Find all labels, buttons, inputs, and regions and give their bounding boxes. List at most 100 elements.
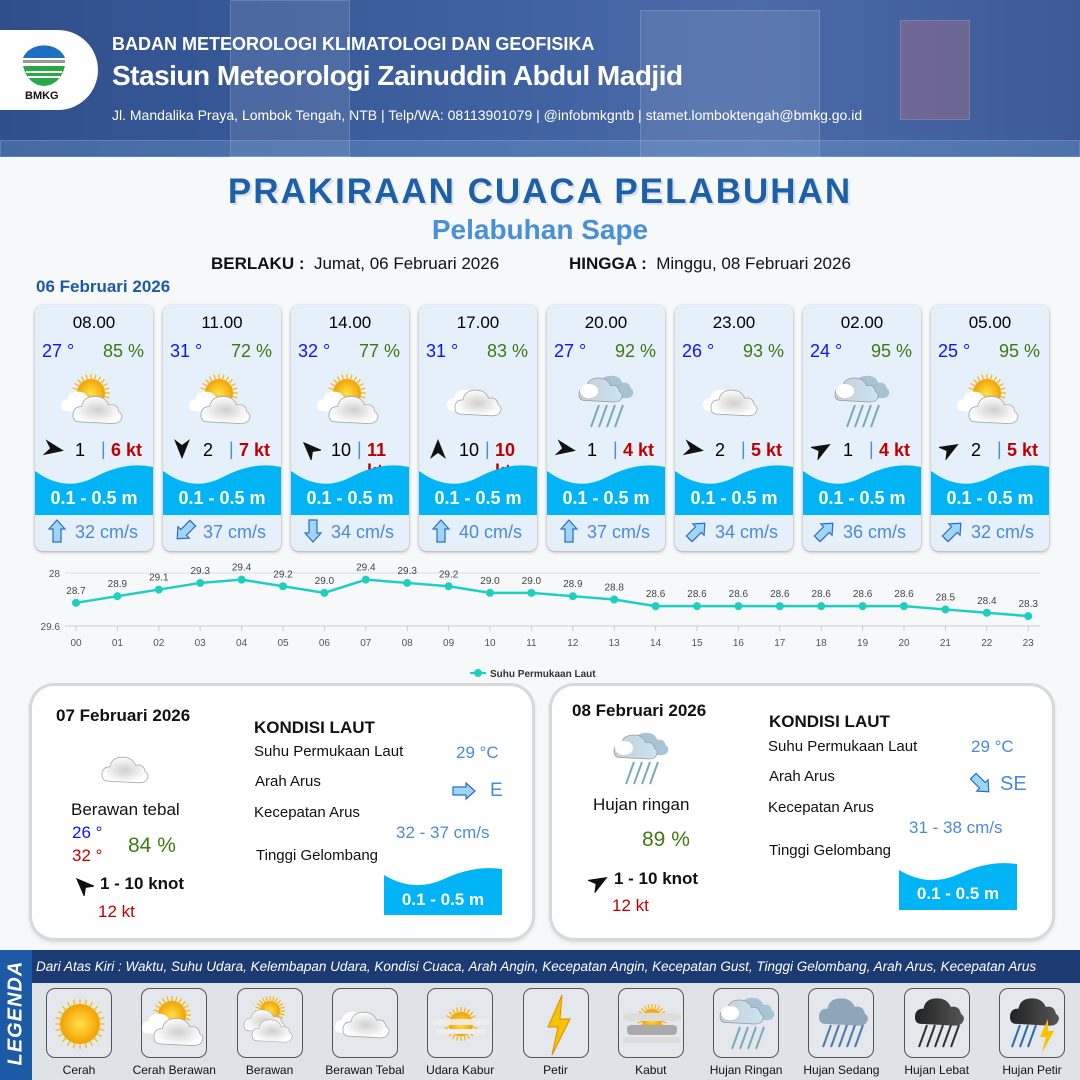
day2-wave-icon bbox=[384, 868, 502, 915]
day2-wave: 0.1 - 0.5 m bbox=[401, 890, 485, 909]
forecast-card-23.00: 23.00 26 ° 93 % 2 | 5 kt 0.1 - 0.5 m 34 … bbox=[675, 305, 793, 551]
wave-height: 0.1 - 0.5 m bbox=[434, 488, 522, 508]
current-direction-icon bbox=[301, 519, 325, 543]
x-tick-label: 09 bbox=[443, 638, 455, 649]
legend-label: Cerah bbox=[62, 1063, 96, 1077]
air-temperature: 31 ° bbox=[426, 341, 459, 361]
day3-current-direction-icon bbox=[969, 772, 995, 798]
page-title: PRAKIRAAN CUACA PELABUHAN bbox=[227, 172, 853, 211]
forecast-time: 02.00 bbox=[840, 313, 884, 332]
wave-height: 0.1 - 0.5 m bbox=[818, 488, 906, 508]
x-tick-label: 13 bbox=[609, 638, 621, 649]
data-point bbox=[527, 588, 536, 597]
legend-cerah-berawan-icon bbox=[141, 988, 208, 1058]
wind-info: 1 | 4 kt bbox=[809, 438, 917, 462]
gust-speed: 5 kt bbox=[751, 440, 783, 460]
x-tick-label: 06 bbox=[319, 638, 331, 649]
legend-hujan-sedang-icon bbox=[808, 988, 875, 1058]
wind-info: 10 | 10 kt bbox=[425, 438, 533, 481]
forecast-time: 05.00 bbox=[968, 313, 1012, 332]
x-tick-label: 12 bbox=[567, 638, 579, 649]
wave-icon bbox=[419, 465, 537, 515]
data-label: 29.0 bbox=[315, 576, 335, 587]
x-tick-label: 08 bbox=[402, 638, 414, 649]
x-tick-label: 14 bbox=[650, 638, 662, 649]
day3-date: 08 Februari 2026 bbox=[572, 701, 707, 720]
valid-from-date: Jumat, 06 Februari 2026 bbox=[313, 254, 500, 273]
port-name: Pelabuhan Sape bbox=[431, 214, 649, 245]
x-tick-label: 00 bbox=[70, 638, 82, 649]
x-tick-label: 15 bbox=[691, 638, 703, 649]
forecast-time: 20.00 bbox=[584, 313, 628, 332]
data-point bbox=[941, 605, 950, 614]
day3-panel: 08 Februari 2026 Hujan ringan 89 % 1 - 1… bbox=[552, 686, 1052, 938]
data-label: 29.4 bbox=[356, 563, 376, 574]
legend-label: Petir bbox=[543, 1063, 568, 1077]
banner-decoration bbox=[0, 140, 1080, 157]
data-point bbox=[403, 578, 412, 587]
wave-icon bbox=[35, 465, 153, 515]
data-label: 29.3 bbox=[190, 566, 210, 577]
forecast-card-11.00: 11.00 31 ° 72 % 2 | 7 kt 0.1 - 0.5 m 37 … bbox=[163, 305, 281, 551]
wind-speed: 2 bbox=[971, 440, 982, 460]
x-tick-label: 16 bbox=[733, 638, 745, 649]
data-point bbox=[486, 588, 494, 597]
x-tick-label: 03 bbox=[195, 638, 207, 649]
legend-hujan-lebat-icon bbox=[903, 988, 970, 1058]
cerah-berawan-weather-icon bbox=[187, 367, 257, 437]
data-point bbox=[237, 575, 246, 584]
wind-direction-icon bbox=[427, 438, 449, 460]
legend-description: Dari Atas Kiri : Waktu, Suhu Udara, Kele… bbox=[32, 950, 1080, 983]
day2-current-speed-label: Kecepatan Arus bbox=[254, 804, 360, 821]
day2-sst: 29 °C bbox=[456, 743, 499, 762]
data-label: 28.6 bbox=[687, 589, 707, 600]
forecast-card-02.00: 02.00 24 ° 95 % 1 | 4 kt 0.1 - 0.5 m 36 … bbox=[803, 305, 921, 551]
current-direction-icon bbox=[557, 519, 581, 543]
cerah-berawan-weather-icon bbox=[315, 367, 385, 437]
wave-height: 0.1 - 0.5 m bbox=[562, 488, 650, 508]
legend-berawan-icon bbox=[236, 988, 303, 1058]
x-tick-label: 05 bbox=[277, 638, 289, 649]
day3-current-speed: 31 - 38 cm/s bbox=[909, 818, 1003, 837]
day2-wave-label: Tinggi Gelombang bbox=[256, 847, 379, 864]
wind-info: 1 | 4 kt bbox=[553, 438, 661, 462]
separator: | bbox=[101, 439, 106, 459]
data-label: 28.8 bbox=[604, 583, 624, 594]
data-point bbox=[858, 602, 867, 611]
data-label: 29.2 bbox=[273, 569, 293, 580]
legend-hujan-petir-icon bbox=[999, 988, 1065, 1058]
air-temperature: 27 ° bbox=[554, 341, 587, 361]
wind-speed: 10 bbox=[331, 440, 352, 460]
wave-height: 0.1 - 0.5 m bbox=[178, 488, 266, 508]
current-direction-icon bbox=[941, 519, 965, 543]
wind-speed: 10 bbox=[459, 440, 480, 460]
valid-to-label: HINGGA : bbox=[569, 254, 647, 273]
data-label: 29.4 bbox=[232, 563, 252, 574]
header-banner: BMKG BADAN METEOROLOGI KLIMATOLOGI DAN G… bbox=[0, 0, 1080, 157]
x-tick-label: 10 bbox=[484, 638, 496, 649]
day3-wave: 0.1 - 0.5 m bbox=[916, 884, 1000, 903]
day2-panel: 07 Februari 2026 Berawan tebal 26 ° 32 °… bbox=[32, 686, 532, 938]
wind-speed: 1 bbox=[587, 440, 598, 460]
legend-udara-kabur-icon bbox=[427, 988, 494, 1058]
data-point bbox=[982, 608, 991, 617]
wave-icon bbox=[803, 465, 921, 515]
wind-direction-icon bbox=[554, 438, 577, 460]
forecast-time: 17.00 bbox=[456, 313, 500, 332]
separator: | bbox=[741, 439, 746, 459]
wind-direction-icon bbox=[809, 438, 833, 461]
forecast-card-20.00: 20.00 27 ° 92 % 1 | 4 kt 0.1 - 0.5 m 37 … bbox=[547, 305, 665, 551]
data-point bbox=[320, 588, 329, 597]
current-speed: 32 cm/s bbox=[971, 522, 1035, 542]
valid-to-date: Minggu, 08 Februari 2026 bbox=[656, 254, 851, 273]
data-point bbox=[610, 595, 619, 604]
separator: | bbox=[613, 439, 618, 459]
day3-sea-title: KONDISI LAUT bbox=[769, 712, 890, 731]
data-label: 28.4 bbox=[977, 596, 997, 607]
hujan-ringan-weather-icon bbox=[827, 367, 897, 437]
wave-icon bbox=[675, 465, 793, 515]
x-tick-label: 02 bbox=[153, 638, 165, 649]
legend-label: Kabut bbox=[635, 1063, 667, 1077]
day3-sst-label: Suhu Permukaan Laut bbox=[768, 738, 918, 755]
wave-height: 0.1 - 0.5 m bbox=[50, 488, 138, 508]
